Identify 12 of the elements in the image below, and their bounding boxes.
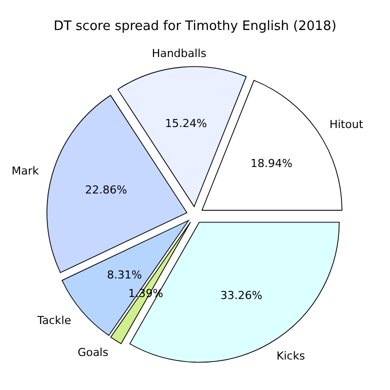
data-label: 18.94% (250, 157, 292, 170)
data-label: 33.26% (220, 288, 262, 302)
slice-label: Kicks (276, 349, 306, 362)
slice-label: Goals (78, 346, 109, 360)
slice-label: Handballs (152, 47, 207, 60)
data-label: 15.24% (164, 116, 207, 130)
data-label: 8.31% (107, 268, 142, 282)
slice-label: Mark (12, 164, 40, 178)
chart-title: DT score spread for Timothy English (2018) (54, 19, 336, 34)
slice-label: Tackle (36, 314, 72, 327)
data-label: 22.86% (85, 184, 128, 197)
slice-label: Hitout (329, 118, 364, 131)
